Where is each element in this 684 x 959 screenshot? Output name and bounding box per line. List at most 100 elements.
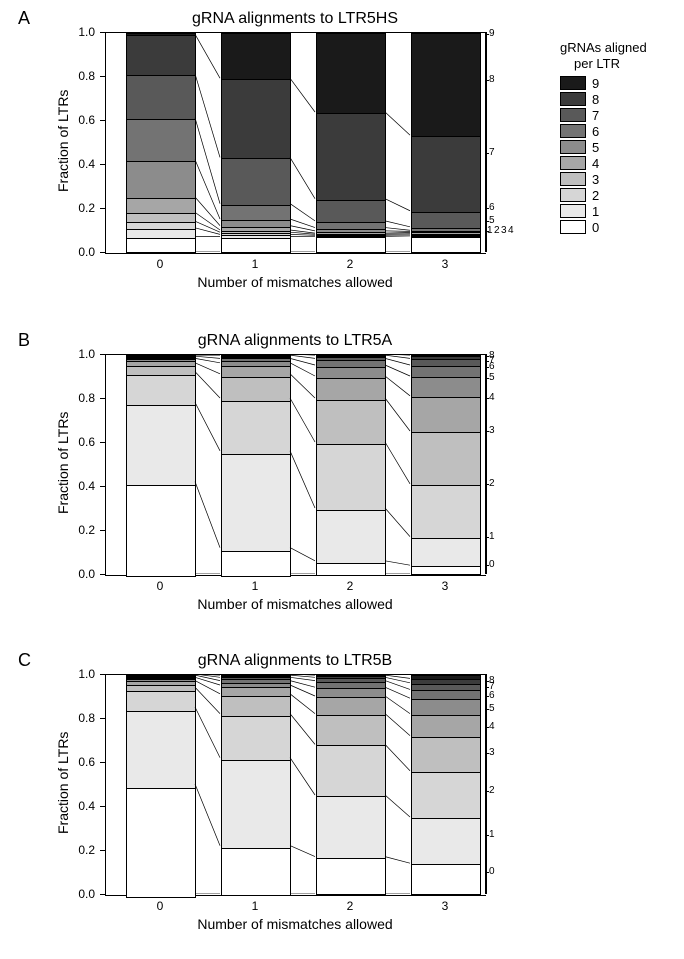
- bar-seg-4: [126, 198, 196, 213]
- bar-seg-0: [316, 237, 386, 253]
- xtick-label: 0: [150, 899, 170, 913]
- chart-title: gRNA alignments to LTR5HS: [105, 10, 485, 28]
- ytick: [100, 398, 105, 399]
- right-tick: [485, 208, 489, 209]
- bar-seg-9: [316, 33, 386, 113]
- bar-seg-1: [316, 510, 386, 563]
- bar-group-2: [316, 675, 386, 895]
- bar-seg-3: [221, 696, 291, 716]
- right-tick: [485, 696, 489, 697]
- ytick: [100, 806, 105, 807]
- bar-seg-0: [411, 237, 481, 253]
- bar-seg-6: [126, 119, 196, 161]
- ytick: [100, 530, 105, 531]
- ytick-label: 0.0: [65, 245, 95, 259]
- ytick-label: 0.2: [65, 843, 95, 857]
- panel-label-B: B: [18, 330, 30, 351]
- ytick: [100, 894, 105, 895]
- bar-group-3: [411, 33, 481, 253]
- xtick-label: 1: [245, 579, 265, 593]
- bar-seg-0: [316, 858, 386, 895]
- right-ann-3: 3: [489, 747, 495, 758]
- right-ann-0: 0: [489, 866, 495, 877]
- xtick-label: 2: [340, 257, 360, 271]
- bar-group-1: [221, 675, 291, 895]
- right-tick: [485, 378, 489, 379]
- ytick: [100, 762, 105, 763]
- right-ann-6: 6: [489, 361, 495, 372]
- y-axis-label: Fraction of LTRs: [55, 732, 71, 834]
- bar-seg-6: [411, 690, 481, 699]
- ytick-label: 1.0: [65, 667, 95, 681]
- bar-seg-3: [221, 377, 291, 401]
- bar-seg-7: [411, 359, 481, 366]
- ytick: [100, 164, 105, 165]
- bar-group-0: [126, 33, 196, 253]
- right-tick: [485, 835, 489, 836]
- ytick: [100, 574, 105, 575]
- bar-seg-6: [221, 205, 291, 220]
- right-tick: [485, 872, 489, 873]
- right-tick: [485, 484, 489, 485]
- ytick: [100, 252, 105, 253]
- right-axis-line: [485, 32, 487, 252]
- bar-seg-0: [411, 864, 481, 895]
- bar-seg-8: [126, 35, 196, 75]
- xtick-label: 3: [435, 257, 455, 271]
- xtick-label: 3: [435, 579, 455, 593]
- bar-group-0: [126, 355, 196, 575]
- xtick-label: 0: [150, 257, 170, 271]
- right-axis-line: [485, 354, 487, 574]
- bar-group-1: [221, 355, 291, 575]
- bar-seg-6: [316, 682, 386, 689]
- bar-seg-2: [316, 444, 386, 510]
- bar-seg-1: [221, 760, 291, 848]
- bar-seg-0: [316, 563, 386, 576]
- right-tick: [485, 537, 489, 538]
- bar-seg-0: [126, 788, 196, 898]
- bar-seg-3: [411, 432, 481, 485]
- right-ann-3: 3: [489, 425, 495, 436]
- right-tick: [485, 431, 489, 432]
- ytick: [100, 718, 105, 719]
- bar-seg-0: [126, 238, 196, 253]
- right-tick: [485, 709, 489, 710]
- bar-seg-5: [126, 161, 196, 198]
- right-ann-2: 2: [494, 225, 500, 236]
- right-ann-1: 1: [489, 829, 495, 840]
- bar-group-3: [411, 675, 481, 895]
- panel-label-A: A: [18, 8, 30, 29]
- bar-seg-1: [126, 405, 196, 484]
- right-ann-4: 4: [489, 721, 495, 732]
- ytick: [100, 442, 105, 443]
- plot-area: [105, 674, 486, 896]
- bar-seg-7: [316, 200, 386, 222]
- bar-seg-1: [411, 818, 481, 864]
- right-ann-2: 2: [489, 478, 495, 489]
- bar-seg-2: [126, 222, 196, 229]
- bar-seg-8: [221, 79, 291, 158]
- bar-seg-2: [411, 485, 481, 538]
- bar-seg-2: [411, 772, 481, 818]
- x-axis-label: Number of mismatches allowed: [105, 274, 485, 290]
- bar-seg-0: [221, 238, 291, 253]
- x-axis-label: Number of mismatches allowed: [105, 596, 485, 612]
- right-ann-9: 9: [489, 28, 495, 39]
- ytick-label: 0.8: [65, 391, 95, 405]
- bar-seg-2: [221, 401, 291, 454]
- bar-seg-4: [316, 378, 386, 400]
- right-tick: [485, 791, 489, 792]
- bar-seg-0: [221, 848, 291, 896]
- plot-area: [105, 354, 486, 576]
- bar-seg-8: [316, 113, 386, 200]
- right-tick: [485, 565, 489, 566]
- bar-seg-1: [126, 229, 196, 238]
- bar-seg-9: [221, 33, 291, 79]
- bar-seg-5: [411, 377, 481, 397]
- right-tick: [485, 221, 489, 222]
- right-ann-7: 7: [489, 147, 495, 158]
- bar-seg-6: [316, 222, 386, 229]
- ytick: [100, 486, 105, 487]
- bar-group-2: [316, 355, 386, 575]
- right-ann-4: 4: [489, 392, 495, 403]
